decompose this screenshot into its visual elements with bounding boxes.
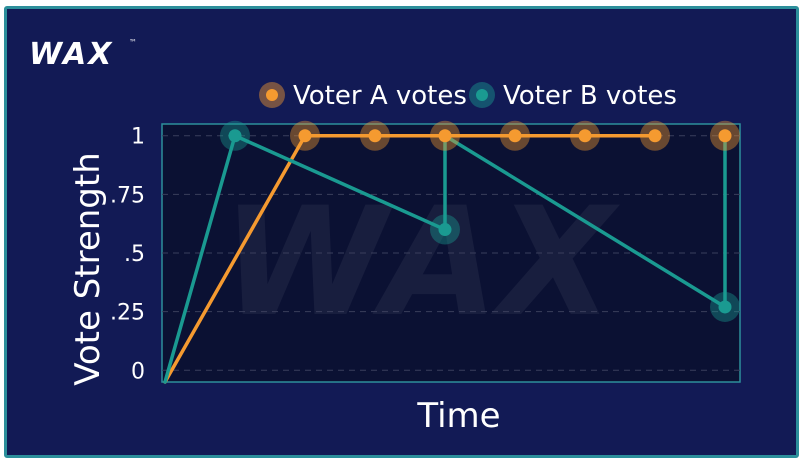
vote-marker-voter-a [718,129,732,143]
legend: Voter A votes Voter B votes [259,81,677,111]
series-line-voter-b [163,133,727,384]
vote-marker-voter-a [368,129,382,143]
legend-item-voter-b: Voter B votes [469,81,677,111]
y-tick-label: 0 [131,359,145,384]
vote-marker-voter-a [438,129,452,143]
y-tick-label: .5 [124,242,145,267]
y-axis-title: Vote Strength [68,152,108,386]
y-axis-ticks: 0 .25 .5 .75 1 [110,125,145,385]
legend-marker-voter-b-dot [476,89,488,101]
y-tick-label: 1 [131,125,145,150]
vote-marker-voter-a [298,129,312,143]
legend-label-voter-a: Voter A votes [293,81,467,111]
y-tick-label: .75 [110,183,145,208]
x-axis-title: Time [416,396,500,436]
series-layer [163,120,740,384]
legend-item-voter-a: Voter A votes [259,81,467,111]
vote-marker-voter-a [508,129,522,143]
wax-logo-text: WAX [29,37,113,72]
chart-card: WAX ™ Voter A votes Voter B votes WAX 0.… [4,6,799,458]
plot-watermark: WAX [222,176,620,350]
legend-marker-voter-a-dot [266,89,278,101]
vote-marker-voter-b [228,129,242,143]
wax-logo: WAX ™ [29,37,137,72]
legend-label-voter-b: Voter B votes [503,81,677,111]
wax-logo-trademark: ™ [129,38,137,47]
vote-marker-voter-a [578,129,592,143]
vote-marker-voter-b [718,300,732,314]
vote-marker-voter-b [438,223,452,237]
vote-strength-chart: WAX ™ Voter A votes Voter B votes WAX 0.… [29,37,741,436]
y-tick-label: .25 [110,301,145,326]
vote-marker-voter-a [648,129,662,143]
